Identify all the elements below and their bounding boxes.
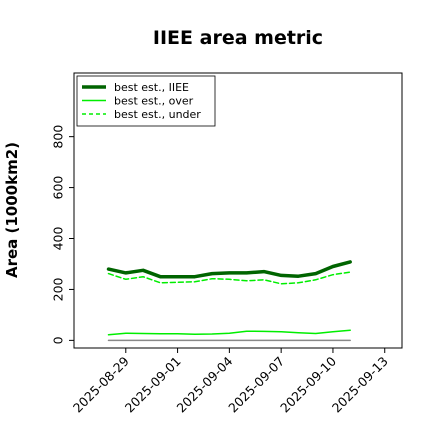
- y-tick-label: 800: [51, 125, 66, 149]
- chart-title: IIEE area metric: [153, 27, 323, 49]
- y-axis-label: Area (1000km2): [3, 142, 21, 278]
- series-line-0: [106, 260, 352, 279]
- legend-label: best est., under: [114, 108, 201, 121]
- y-tick-label: 600: [51, 176, 66, 200]
- y-tick-label: 400: [51, 227, 66, 251]
- x-tick-label: 2025-09-13: [329, 354, 391, 416]
- plot-area-frame: [73, 72, 403, 349]
- legend-label: best est., over: [114, 95, 194, 108]
- y-tick-label: 0: [51, 336, 66, 344]
- legend-label: best est., IIEE: [114, 81, 189, 94]
- y-tick-label: 200: [51, 277, 66, 301]
- series-line-1: [107, 329, 351, 336]
- series-line-2: [107, 271, 351, 285]
